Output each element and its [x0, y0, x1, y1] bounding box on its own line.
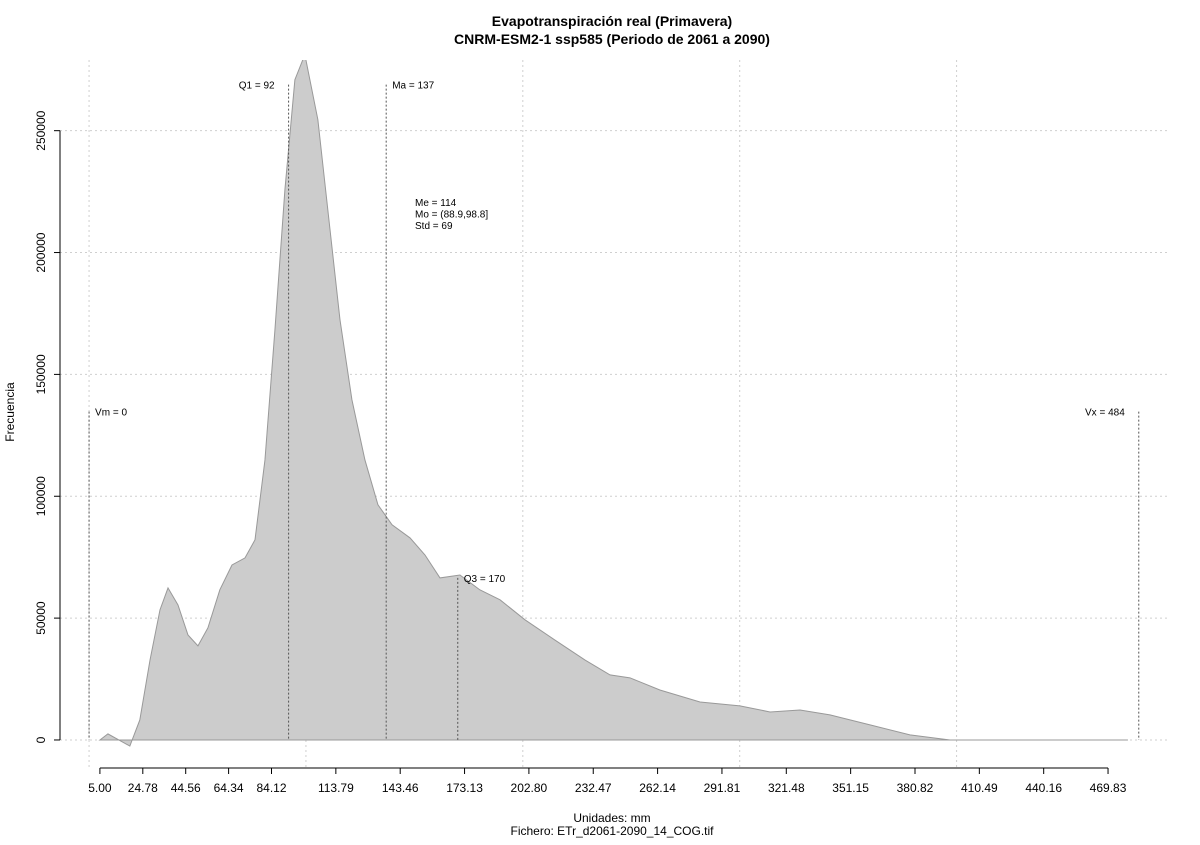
density-area	[98, 60, 1128, 747]
x-tick-label: 113.79	[318, 781, 354, 795]
annotation-label: Q3 = 170	[464, 574, 506, 585]
x-tick-label: 44.56	[171, 781, 201, 795]
x-tick-label: 64.34	[214, 781, 244, 795]
y-tick-label: 100000	[34, 476, 48, 516]
x-tick-label: 232.47	[575, 781, 612, 795]
y-tick-label: 250000	[34, 110, 48, 150]
x-tick-label: 202.80	[511, 781, 548, 795]
x-axis-label: Unidades: mm	[573, 811, 650, 825]
annotation-label: Vx = 484	[1085, 408, 1125, 419]
chart-title: Evapotranspiración real (Primavera)	[492, 13, 732, 29]
x-tick-label: 291.81	[704, 781, 741, 795]
annotation-label: Vm = 0	[95, 408, 127, 419]
y-tick-label: 150000	[34, 354, 48, 394]
y-tick-label: 50000	[34, 601, 48, 635]
annotation-label: Ma = 137	[392, 81, 434, 92]
stat-text: Me = 114	[415, 198, 457, 209]
y-axis-label: Frecuencia	[3, 382, 17, 442]
x-tick-label: 440.16	[1025, 781, 1062, 795]
x-tick-label: 173.13	[446, 781, 483, 795]
caption: Fichero: ETr_d2061-2090_14_COG.tif	[511, 824, 715, 838]
y-tick-label: 200000	[34, 232, 48, 272]
x-tick-label: 84.12	[256, 781, 286, 795]
chart-subtitle: CNRM-ESM2-1 ssp585 (Periodo de 2061 a 20…	[454, 31, 770, 47]
stat-text: Mo = (88.9,98.8]	[415, 210, 488, 221]
x-tick-label: 469.83	[1090, 781, 1127, 795]
x-tick-label: 262.14	[639, 781, 676, 795]
x-tick-label: 24.78	[128, 781, 158, 795]
x-tick-label: 380.82	[897, 781, 934, 795]
x-tick-label: 351.15	[832, 781, 869, 795]
x-tick-label: 143.46	[382, 781, 419, 795]
annotation-label: Q1 = 92	[239, 81, 275, 92]
x-tick-label: 321.48	[768, 781, 805, 795]
x-tick-label: 410.49	[961, 781, 998, 795]
stat-text: Std = 69	[415, 221, 453, 232]
x-tick-label: 5.00	[88, 781, 112, 795]
y-tick-label: 0	[34, 736, 48, 743]
